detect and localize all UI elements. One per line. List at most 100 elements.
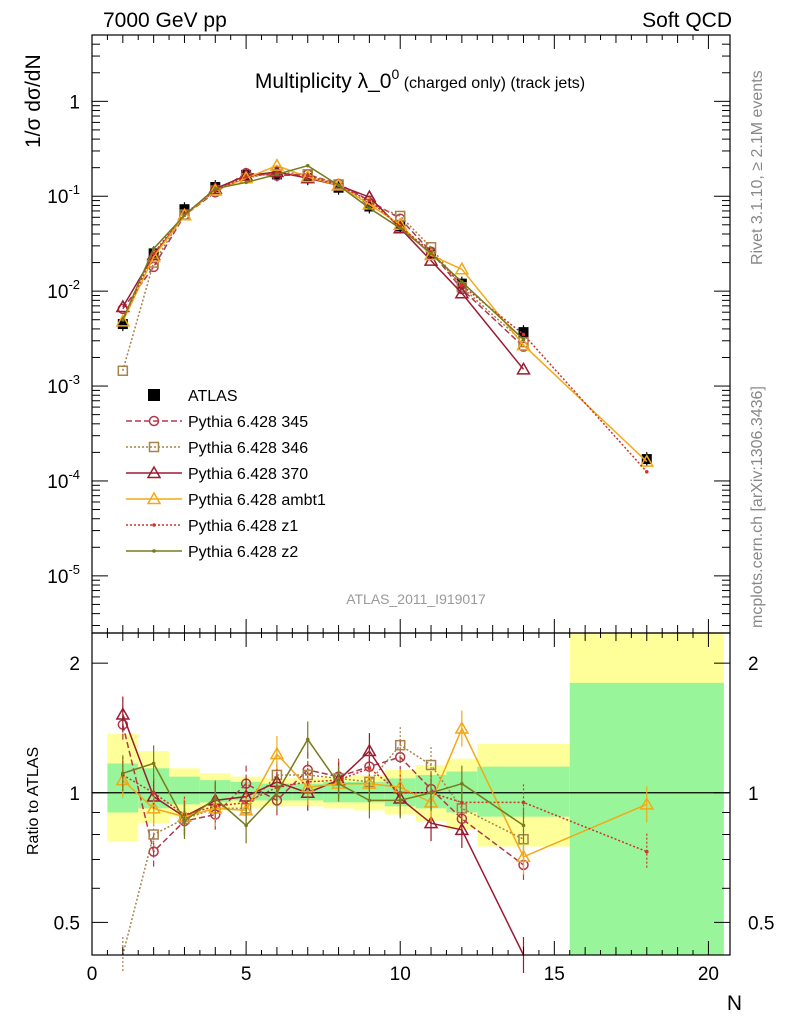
y-tick-label-1e-2-exp: -2 <box>68 277 80 292</box>
main-point-4-13 <box>639 454 655 467</box>
y-axis-label-bottom: Ratio to ATLAS <box>25 747 42 855</box>
main-point-6-5 <box>275 172 279 177</box>
ratio-point-2-10 <box>423 815 439 829</box>
ratio-point-4-12 <box>521 800 526 805</box>
legend-label-5: Pythia 6.428 z1 <box>188 518 298 535</box>
main-series-line-1 <box>122 172 525 348</box>
ratio-point-2-11 <box>454 822 470 836</box>
ratio-point-5-1 <box>151 761 156 766</box>
ratio-point-5-6 <box>305 737 310 742</box>
y-tick-label-1e-2-base: 10 <box>47 282 68 303</box>
main-point-6-0 <box>121 317 125 322</box>
x-tick-label-15: 15 <box>544 964 565 985</box>
main-point-5-11 <box>460 283 464 288</box>
main-point-6-7 <box>336 183 341 188</box>
legend-marker-3 <box>146 465 162 479</box>
main-point-4-7 <box>331 177 346 191</box>
legend-label-2: Pythia 6.428 346 <box>188 440 308 457</box>
y-tick-label-1e-3: 10-3 <box>47 372 80 398</box>
ratio-point-3-6 <box>300 779 316 793</box>
ratio-series-5 <box>121 721 526 844</box>
main-series-1 <box>117 167 529 352</box>
chart-title-sup: 0 <box>391 66 399 82</box>
ratio-point-4-6 <box>305 780 310 784</box>
side-label-mcplots: mcplots.cern.ch [arXiv:1306.3436] <box>749 386 766 628</box>
ratio-point-5-9 <box>398 798 403 803</box>
main-point-4-2 <box>177 207 192 221</box>
ratio-point-5-7 <box>336 781 341 786</box>
ratio-point-5-8 <box>367 798 372 803</box>
main-point-4-12 <box>516 337 531 351</box>
main-point-6-10 <box>429 251 433 256</box>
legend-marker-5 <box>152 523 156 527</box>
ratio-y-tick-label-left-1: 1 <box>69 784 80 805</box>
y-tick-label-1e-1: 10-1 <box>47 182 80 208</box>
y-tick-label-1: 1 <box>69 92 80 113</box>
legend-label-6: Pythia 6.428 z2 <box>188 544 298 561</box>
legend-marker-1 <box>148 415 160 427</box>
main-series-line-6 <box>122 164 525 340</box>
ratio-point-3-1 <box>146 800 161 814</box>
main-point-6-1 <box>151 246 156 251</box>
ratio-point-4-8 <box>367 766 372 771</box>
main-point-4-5 <box>269 158 285 171</box>
legend-label-0: ATLAS <box>188 388 238 405</box>
main-point-3-11 <box>454 285 470 299</box>
ratio-point-5-3 <box>213 796 218 801</box>
legend: ATLAS Pythia 6.428 345 Pythia 6.428 346 Pyt… <box>126 388 326 561</box>
ratio-point-5-5 <box>275 790 279 795</box>
legend-label-1: Pythia 6.428 345 <box>188 414 308 431</box>
ratio-y-tick-label-right-1: 1 <box>748 784 759 805</box>
x-tick-label-5: 5 <box>241 964 252 985</box>
header-left: 7000 GeV pp <box>103 9 227 32</box>
main-point-6-12 <box>521 337 526 342</box>
ratio-point-5-10 <box>429 790 433 795</box>
x-tick-label-20: 20 <box>698 964 719 985</box>
main-point-6-4 <box>244 180 248 185</box>
main-point-5-4 <box>244 175 248 179</box>
main-point-3-5 <box>269 164 285 178</box>
main-point-5-6 <box>305 173 310 178</box>
ratio-y-tick-label-left-0.5: 0.5 <box>54 913 80 934</box>
ratio-point-4-1 <box>151 790 156 795</box>
legend-marker-6 <box>152 549 156 553</box>
main-series-3 <box>115 164 531 375</box>
ratio-point-1-10 <box>425 759 437 771</box>
ratio-point-5-12 <box>521 823 526 828</box>
main-point-3-12 <box>516 361 531 375</box>
legend-label-4: Pythia 6.428 ambt1 <box>188 492 326 509</box>
main-point-2-0 <box>117 365 129 376</box>
x-tick-label-0: 0 <box>87 964 98 985</box>
y-tick-label-1e-2: 10-2 <box>47 277 80 303</box>
ratio-point-3-5 <box>269 746 285 760</box>
analysis-label: ATLAS_2011_I919017 <box>346 591 486 607</box>
main-point-5-8 <box>367 198 372 203</box>
ratio-y-tick-label-left-2: 2 <box>69 654 80 675</box>
side-label-rivet: Rivet 3.1.10, ≥ 2.1M events <box>749 70 766 265</box>
ratio-point-1-1 <box>148 829 159 840</box>
ratio-y-tick-label-right-0.5: 0.5 <box>748 913 774 934</box>
y-tick-label-1e-3-exp: -3 <box>68 372 80 387</box>
ratio-point-4-4 <box>244 800 248 805</box>
chart-title-main: Multiplicity λ_0 <box>255 70 392 93</box>
ratio-plot-frame <box>91 632 731 956</box>
main-point-6-3 <box>213 186 218 191</box>
legend-marker-2 <box>148 441 160 453</box>
y-tick-label-1e-4-base: 10 <box>47 472 68 493</box>
main-point-6-9 <box>398 226 403 231</box>
chart-title: Multiplicity λ_00 (charged only) (track … <box>255 66 585 93</box>
main-point-4-0 <box>115 313 131 327</box>
ratio-point-4-11 <box>460 800 464 805</box>
y-axis-label-top: 1/σ dσ/dN <box>22 54 45 148</box>
ratio-point-1-9 <box>394 739 406 751</box>
ratio-point-5-4 <box>244 823 248 828</box>
main-point-6-11 <box>460 280 464 284</box>
main-point-5-12 <box>521 332 526 337</box>
data-point-0 <box>117 319 128 330</box>
ratio-point-5-0 <box>121 771 125 776</box>
ratio-point-0-1 <box>148 846 159 857</box>
axis-frames <box>91 34 731 956</box>
x-axis-label: N <box>727 992 742 1015</box>
